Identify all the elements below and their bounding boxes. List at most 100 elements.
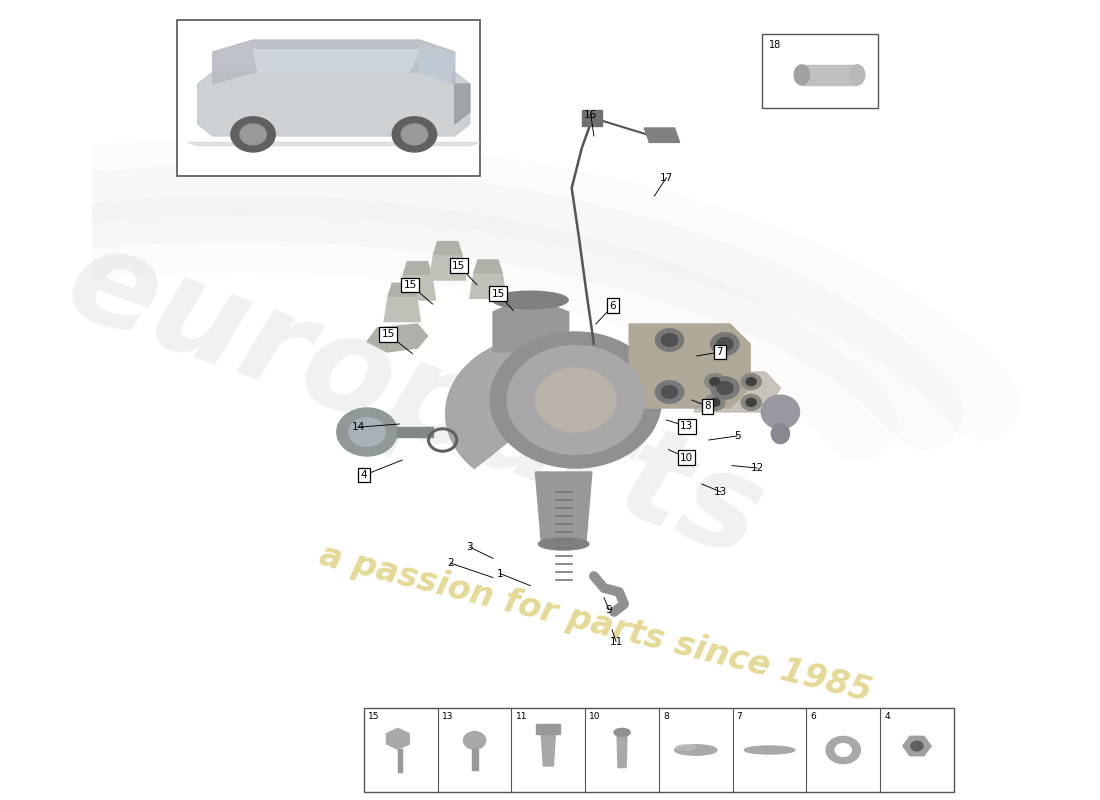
Ellipse shape <box>794 65 810 85</box>
Text: a passion for parts since 1985: a passion for parts since 1985 <box>317 539 876 709</box>
Circle shape <box>240 124 266 145</box>
Text: 10: 10 <box>590 712 601 721</box>
Circle shape <box>507 346 645 454</box>
Polygon shape <box>695 372 780 412</box>
Text: europarts: europarts <box>50 215 779 585</box>
Text: 1: 1 <box>497 569 504 578</box>
Text: 10: 10 <box>680 453 693 462</box>
Circle shape <box>741 374 761 390</box>
Text: 4: 4 <box>361 470 367 480</box>
Text: 13: 13 <box>680 422 693 431</box>
Ellipse shape <box>771 424 790 443</box>
Polygon shape <box>399 274 436 300</box>
Text: 13: 13 <box>714 487 727 497</box>
Ellipse shape <box>614 728 630 736</box>
Text: 9: 9 <box>606 605 613 614</box>
Circle shape <box>402 124 428 145</box>
Polygon shape <box>470 273 506 298</box>
Text: 15: 15 <box>404 280 417 290</box>
Text: 12: 12 <box>750 463 763 473</box>
Polygon shape <box>384 296 420 322</box>
Circle shape <box>705 394 725 410</box>
Circle shape <box>463 731 486 749</box>
Text: 15: 15 <box>368 712 379 721</box>
Polygon shape <box>454 84 470 124</box>
Circle shape <box>835 744 851 757</box>
Bar <box>762 34 878 108</box>
Text: 6: 6 <box>609 301 616 310</box>
Text: 18: 18 <box>769 40 782 50</box>
Text: 5: 5 <box>734 431 740 441</box>
Circle shape <box>717 382 733 394</box>
Polygon shape <box>367 324 428 352</box>
Bar <box>177 20 480 176</box>
Polygon shape <box>212 40 454 84</box>
Polygon shape <box>388 283 417 296</box>
Polygon shape <box>472 749 477 770</box>
Polygon shape <box>419 44 454 84</box>
Text: 16: 16 <box>584 110 597 120</box>
Bar <box>364 708 954 792</box>
Polygon shape <box>493 296 569 352</box>
Circle shape <box>711 377 739 399</box>
Polygon shape <box>429 254 465 280</box>
Ellipse shape <box>493 291 569 309</box>
Circle shape <box>536 368 616 432</box>
Polygon shape <box>474 260 502 273</box>
Circle shape <box>710 378 719 386</box>
Text: 13: 13 <box>442 712 453 721</box>
Text: 17: 17 <box>660 173 673 182</box>
Ellipse shape <box>674 745 717 755</box>
Circle shape <box>231 117 275 152</box>
Polygon shape <box>398 749 402 773</box>
Circle shape <box>741 394 761 410</box>
Polygon shape <box>617 733 627 768</box>
Text: 8: 8 <box>704 402 711 411</box>
Text: 11: 11 <box>516 712 527 721</box>
Text: 3: 3 <box>466 542 473 552</box>
Text: 7: 7 <box>737 712 742 721</box>
Polygon shape <box>198 72 470 136</box>
Polygon shape <box>582 110 602 126</box>
Polygon shape <box>536 725 560 734</box>
Circle shape <box>705 374 725 390</box>
Text: 8: 8 <box>663 712 669 721</box>
Polygon shape <box>629 324 750 408</box>
Text: 7: 7 <box>716 347 723 357</box>
Ellipse shape <box>745 746 794 754</box>
Polygon shape <box>645 128 680 142</box>
Ellipse shape <box>849 65 865 85</box>
Circle shape <box>661 334 678 346</box>
Circle shape <box>656 381 683 403</box>
Text: 15: 15 <box>382 330 395 339</box>
Circle shape <box>746 378 756 386</box>
Circle shape <box>711 333 739 355</box>
Text: 6: 6 <box>811 712 816 721</box>
Polygon shape <box>188 142 480 146</box>
Polygon shape <box>536 472 592 544</box>
Text: 15: 15 <box>452 261 465 270</box>
Polygon shape <box>397 427 432 437</box>
Circle shape <box>911 741 923 750</box>
Ellipse shape <box>761 395 800 429</box>
Circle shape <box>661 386 678 398</box>
Text: 15: 15 <box>492 289 505 298</box>
Ellipse shape <box>675 745 696 750</box>
Circle shape <box>746 398 756 406</box>
Circle shape <box>710 398 719 406</box>
Text: 11: 11 <box>609 637 623 646</box>
Circle shape <box>337 408 397 456</box>
Polygon shape <box>253 50 419 72</box>
Polygon shape <box>404 262 431 274</box>
Polygon shape <box>433 242 462 254</box>
Polygon shape <box>446 336 543 469</box>
Circle shape <box>490 332 661 468</box>
Circle shape <box>349 418 385 446</box>
Text: 4: 4 <box>884 712 890 721</box>
Polygon shape <box>541 734 556 766</box>
Ellipse shape <box>538 538 588 550</box>
Circle shape <box>826 736 860 763</box>
Text: 2: 2 <box>448 558 454 568</box>
Text: 14: 14 <box>351 422 364 432</box>
Circle shape <box>656 329 683 351</box>
